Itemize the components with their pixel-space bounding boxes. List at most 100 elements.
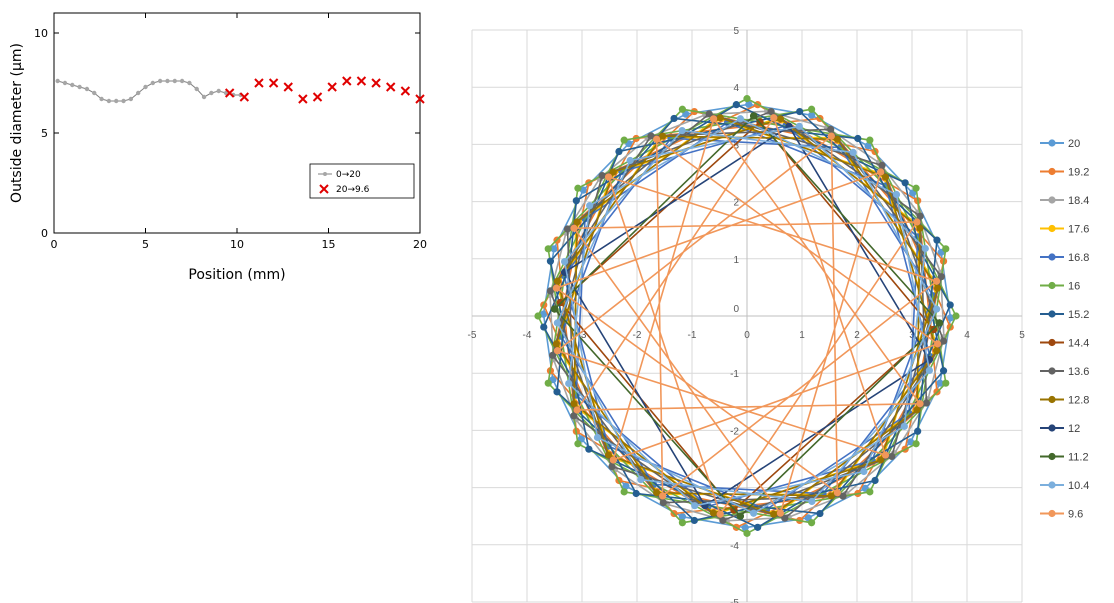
data-point: [534, 312, 542, 320]
data-point-x: [298, 94, 308, 104]
data-point: [604, 173, 613, 181]
legend-label: 10.4: [1068, 480, 1089, 492]
data-point: [552, 340, 560, 348]
data-point: [653, 135, 661, 143]
data-point: [194, 86, 199, 92]
data-point: [216, 88, 221, 94]
data-point: [916, 224, 924, 232]
data-point: [871, 476, 879, 485]
legend-item: 14.4: [1040, 338, 1089, 350]
data-point: [128, 96, 134, 102]
legend-label: 11.2: [1068, 452, 1089, 464]
legend-item: 16: [1040, 281, 1080, 293]
y-tick-label: 0: [41, 227, 48, 240]
data-point: [172, 78, 177, 84]
data-point: [946, 301, 954, 309]
data-point: [620, 136, 628, 144]
data-point: [678, 513, 687, 521]
data-point: [608, 463, 616, 471]
data-point: [807, 105, 816, 113]
data-point: [209, 90, 214, 96]
legend-marker: [1048, 281, 1056, 290]
legend-item: 11.2: [1040, 452, 1089, 464]
x-tick-label: -1: [688, 330, 697, 341]
data-point: [849, 148, 857, 156]
x-tick-label: -2: [633, 330, 642, 341]
data-point: [827, 132, 835, 140]
data-point: [690, 516, 698, 525]
data-point: [143, 84, 148, 90]
legend-marker-1: [319, 184, 329, 194]
data-point: [754, 523, 762, 531]
legend-label: 18.4: [1068, 195, 1089, 207]
data-point: [546, 287, 555, 295]
data-point: [937, 273, 945, 281]
data-point: [620, 488, 628, 496]
data-point-x: [239, 92, 250, 102]
data-point: [912, 440, 920, 448]
data-point: [933, 305, 941, 313]
legend-marker-0: [323, 172, 327, 176]
data-point: [719, 516, 727, 524]
series-10.4: [553, 115, 941, 517]
data-point: [736, 115, 744, 123]
data-point: [573, 406, 581, 414]
data-point-x: [224, 88, 235, 98]
legend-marker: [1048, 395, 1056, 404]
data-point: [691, 502, 699, 510]
data-point: [925, 366, 933, 374]
data-point: [939, 367, 948, 375]
legend: 20 19.2 18.4 17.6 16.8 16 15.2 14.4 13.6 12.8 12 11…: [1040, 138, 1089, 521]
legend-marker: [1048, 452, 1056, 461]
data-point: [553, 319, 561, 327]
data-point: [839, 492, 847, 500]
data-point: [540, 323, 548, 331]
data-point: [921, 244, 929, 253]
data-point: [934, 284, 942, 292]
legend-marker: [1048, 481, 1056, 489]
data-point: [598, 171, 606, 180]
legend-label: 17.6: [1068, 224, 1089, 236]
data-point: [827, 492, 835, 500]
data-point: [92, 90, 97, 96]
data-point: [553, 388, 561, 396]
data-point: [539, 310, 548, 318]
data-point: [659, 132, 667, 140]
legend-item: 9.6: [1040, 509, 1083, 521]
data-point: [570, 400, 578, 408]
data-point-x: [312, 92, 323, 102]
data-point: [544, 245, 552, 253]
data-point: [626, 156, 634, 165]
y-tick-label: -2: [730, 426, 739, 437]
legend-label-0: 0→20: [336, 170, 361, 180]
data-point: [609, 168, 617, 176]
data-point: [878, 161, 886, 169]
data-point: [881, 173, 890, 181]
data-point-x: [400, 86, 411, 96]
series-layer: [534, 95, 960, 537]
data-point: [827, 125, 835, 133]
data-point: [767, 108, 775, 116]
data-point: [743, 529, 751, 537]
legend-item: 18.4: [1040, 195, 1089, 207]
data-point: [709, 115, 718, 123]
data-point: [939, 337, 948, 345]
data-point: [833, 135, 841, 143]
data-point: [561, 258, 569, 266]
legend-label: 14.4: [1068, 338, 1089, 350]
legend-label: 9.6: [1068, 509, 1083, 521]
legend-marker: [1048, 310, 1056, 318]
data-point: [942, 245, 950, 253]
legend-marker: [1048, 509, 1056, 518]
legend-item: 20: [1040, 138, 1080, 150]
data-point: [659, 499, 667, 507]
legend-marker: [1048, 367, 1056, 375]
y-tick-label: 1: [733, 255, 739, 266]
data-point: [574, 440, 582, 448]
data-point: [860, 467, 868, 476]
data-point: [553, 277, 562, 285]
data-point: [637, 476, 645, 484]
data-point: [933, 236, 941, 244]
legend-item: 12: [1040, 423, 1080, 435]
